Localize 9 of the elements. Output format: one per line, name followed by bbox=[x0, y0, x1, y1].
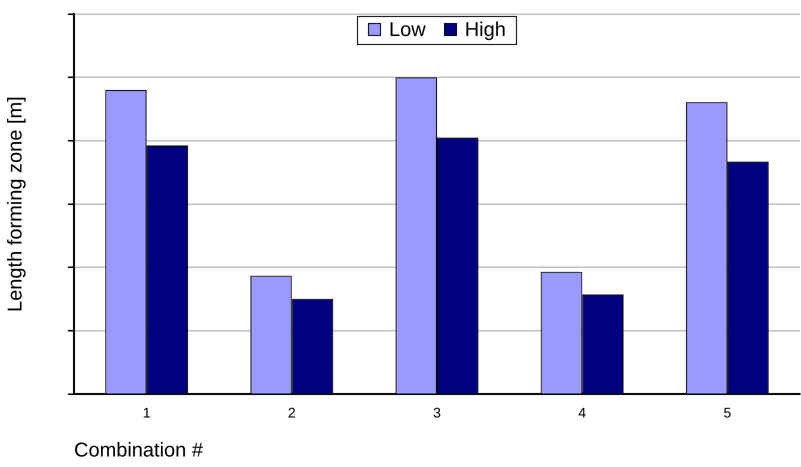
x-axis-title: Combination # bbox=[74, 440, 204, 462]
y-axis-title: Length forming zone [m] bbox=[4, 96, 27, 312]
legend-label: High bbox=[464, 19, 506, 42]
x-tick-label: 5 bbox=[724, 404, 732, 420]
x-tick-label: 1 bbox=[142, 404, 151, 420]
legend-label: Low bbox=[388, 19, 426, 42]
x-tick-label: 4 bbox=[578, 404, 586, 420]
x-tick-label: 3 bbox=[433, 404, 442, 420]
x-tick-label: 2 bbox=[288, 404, 296, 420]
